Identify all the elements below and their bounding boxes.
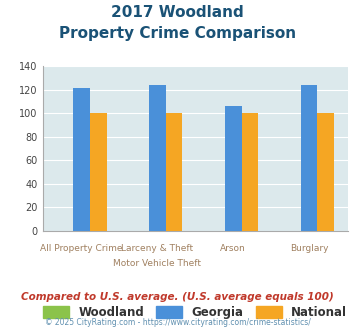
Text: © 2025 CityRating.com - https://www.cityrating.com/crime-statistics/: © 2025 CityRating.com - https://www.city… <box>45 318 310 327</box>
Bar <box>301 85 317 231</box>
Text: Larceny & Theft: Larceny & Theft <box>121 244 193 253</box>
Bar <box>317 113 334 231</box>
Bar <box>149 85 166 231</box>
Bar <box>73 88 90 231</box>
Text: All Property Crime: All Property Crime <box>40 244 123 253</box>
Bar <box>90 113 106 231</box>
Legend: Woodland, Georgia, National: Woodland, Georgia, National <box>43 306 347 319</box>
Bar <box>225 106 241 231</box>
Bar <box>241 113 258 231</box>
Text: Arson: Arson <box>220 244 246 253</box>
Text: Compared to U.S. average. (U.S. average equals 100): Compared to U.S. average. (U.S. average … <box>21 292 334 302</box>
Bar <box>166 113 182 231</box>
Text: Property Crime Comparison: Property Crime Comparison <box>59 26 296 41</box>
Text: Motor Vehicle Theft: Motor Vehicle Theft <box>113 259 201 268</box>
Text: Burglary: Burglary <box>290 244 328 253</box>
Text: 2017 Woodland: 2017 Woodland <box>111 5 244 20</box>
